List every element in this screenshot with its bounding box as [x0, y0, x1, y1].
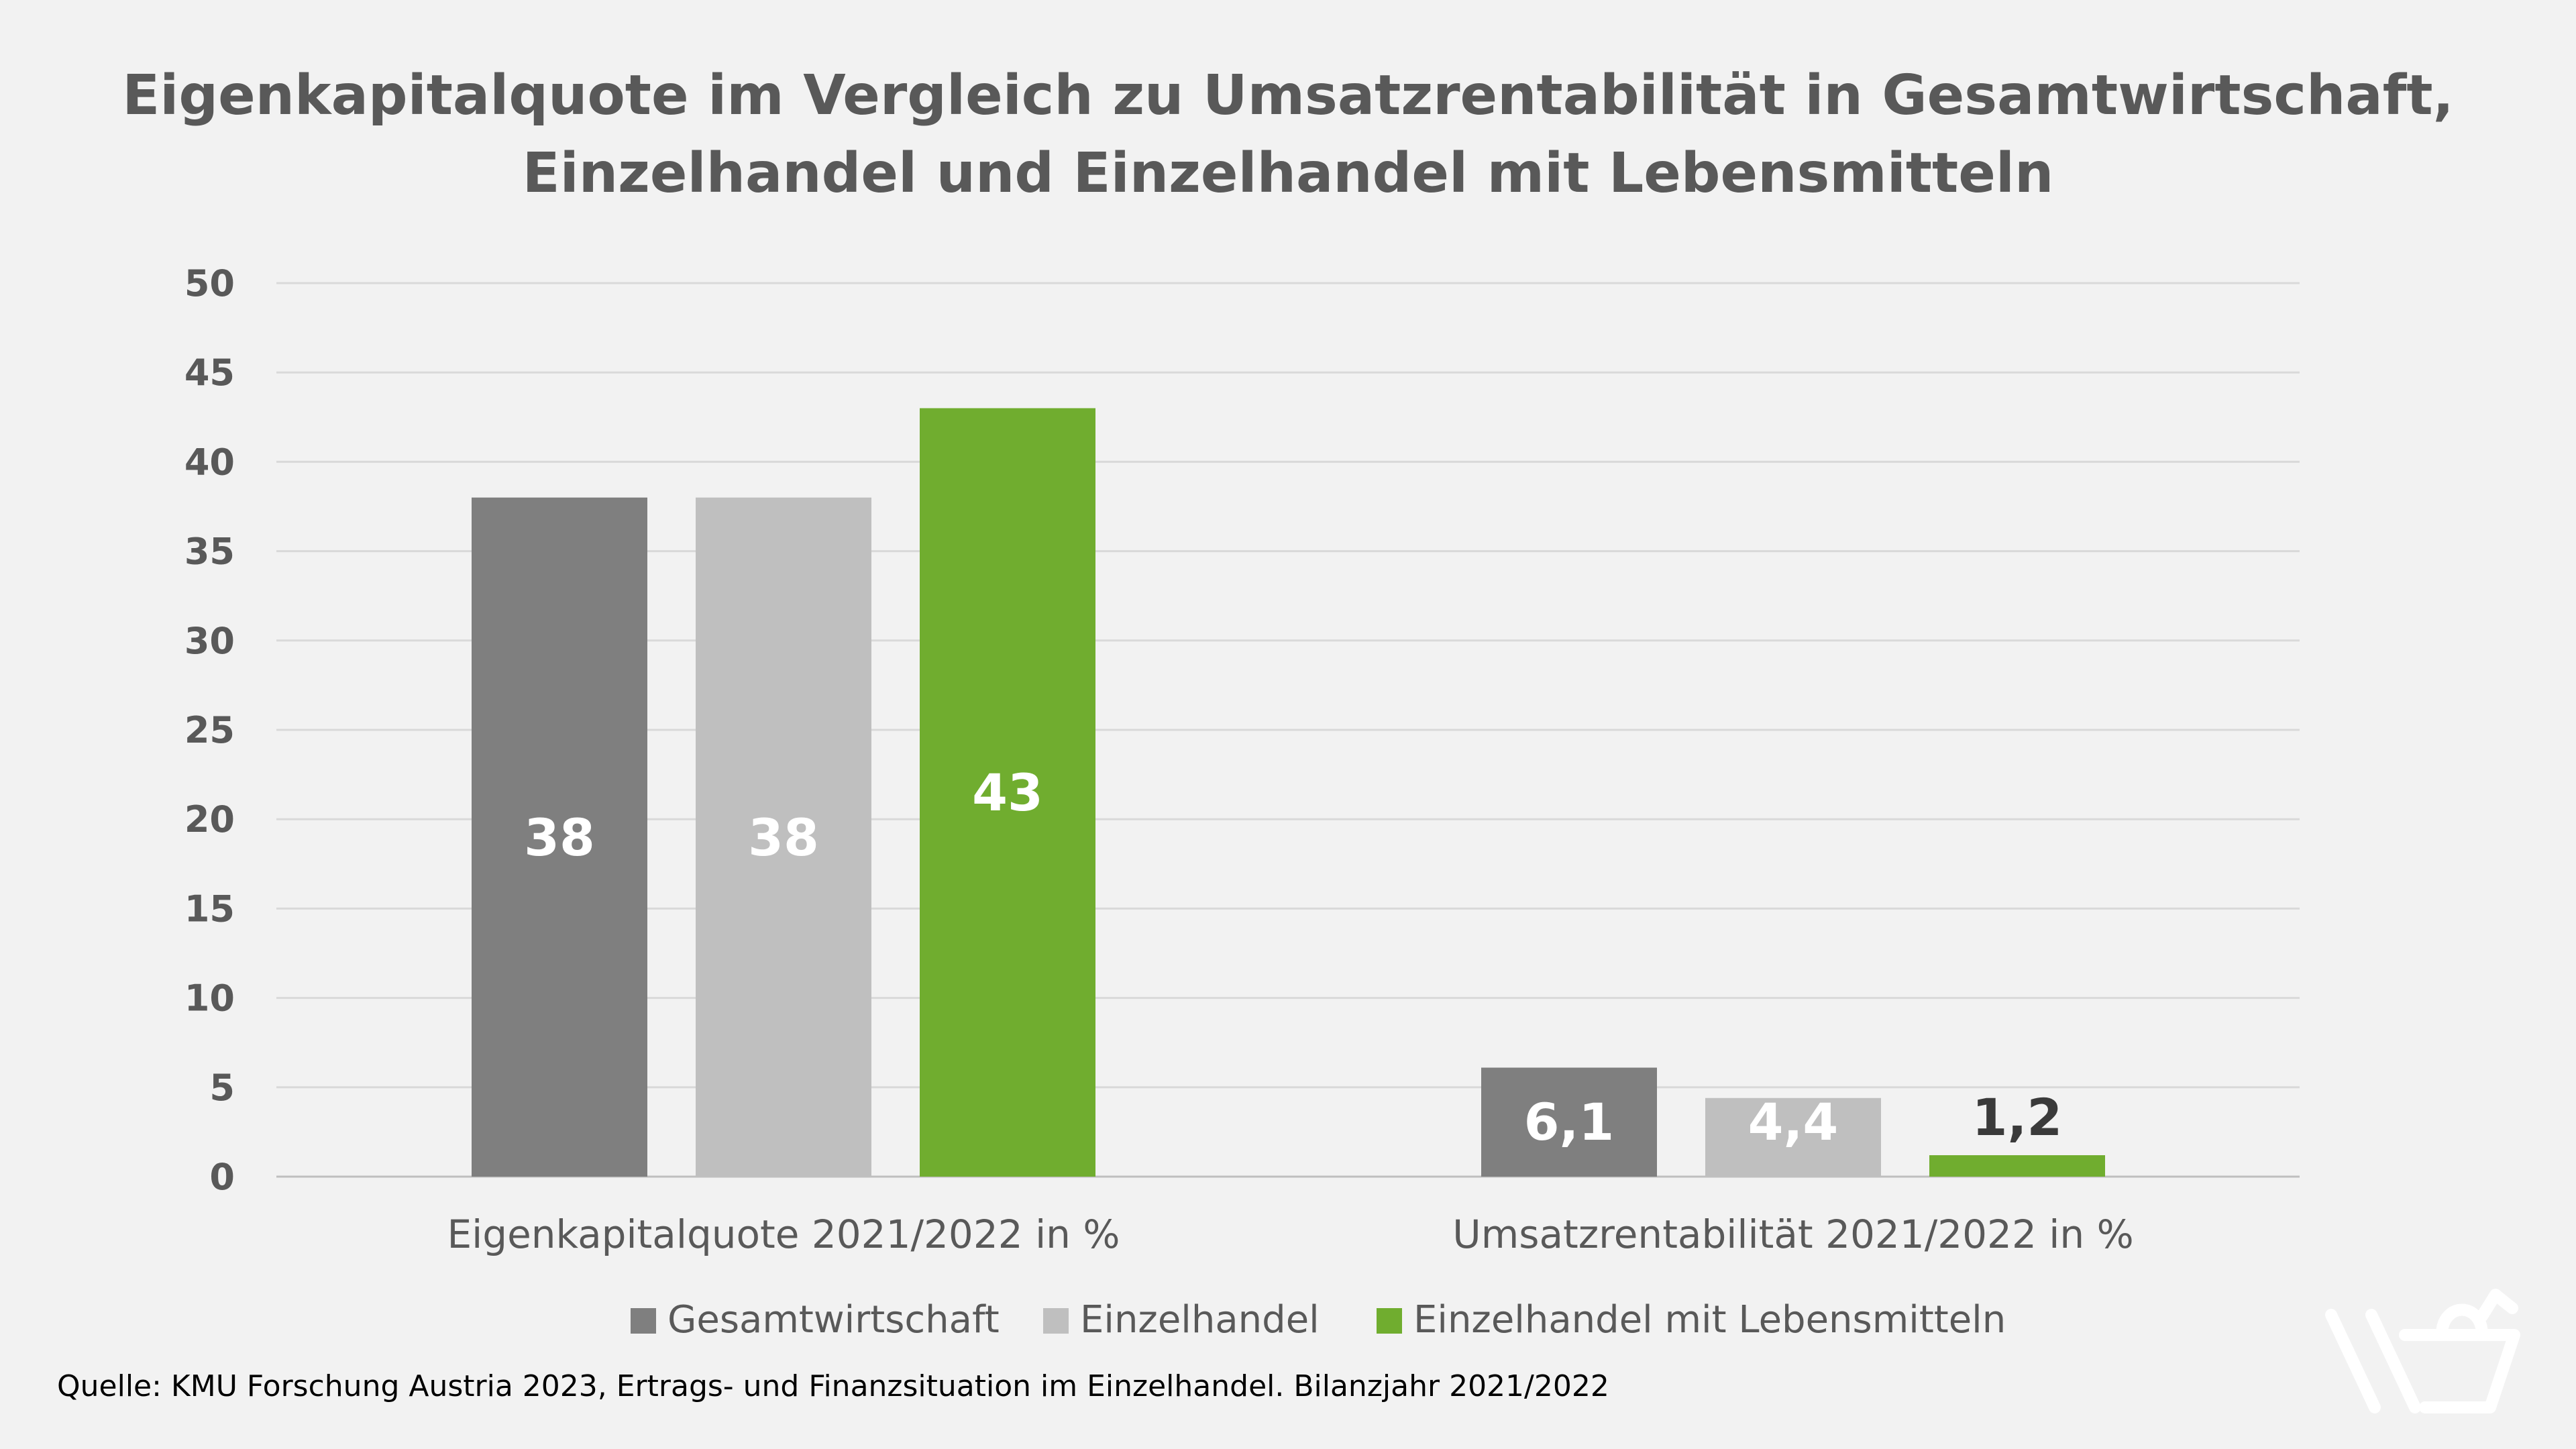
data-label: 6,1 [1524, 1092, 1615, 1152]
y-tick-label: 30 [184, 620, 235, 662]
legend-swatch [1043, 1308, 1069, 1334]
y-tick-label: 50 [184, 262, 235, 305]
bar-1-2 [1929, 1155, 2105, 1177]
y-tick-label: 5 [209, 1067, 235, 1109]
bar-0-1 [696, 497, 871, 1177]
data-labels: 38 6,1 38 4,4 43 1,2 [524, 763, 2062, 1152]
x-axis-categories: Eigenkapitalquote 2021/2022 in % Umsatzre… [447, 1212, 2134, 1257]
shopping-basket-logo-icon [2325, 1289, 2520, 1413]
y-tick-label: 10 [184, 977, 235, 1020]
bar-1-1 [1705, 1097, 1881, 1177]
data-label: 38 [524, 808, 595, 867]
y-axis-ticks: 0 5 10 15 20 25 30 35 40 45 50 [184, 262, 235, 1198]
legend-swatch [1377, 1308, 1402, 1334]
bars [472, 408, 2105, 1177]
bar-0-0 [472, 497, 647, 1177]
chart-title-line: Einzelhandel und Einzelhandel mit Lebens… [523, 142, 2054, 205]
y-tick-label: 40 [184, 441, 235, 483]
source-note: Quelle: KMU Forschung Austria 2023, Ertr… [57, 1369, 1609, 1403]
legend-label: Einzelhandel [1080, 1298, 1320, 1342]
data-label: 4,4 [1748, 1092, 1839, 1152]
data-label: 38 [748, 808, 819, 867]
legend-swatch [631, 1308, 656, 1334]
legend-label: Gesamtwirtschaft [667, 1298, 1000, 1342]
data-label: 1,2 [1972, 1087, 2063, 1147]
x-category-label: Umsatzrentabilität 2021/2022 in % [1452, 1212, 2133, 1257]
y-tick-label: 25 [184, 709, 235, 751]
legend: Gesamtwirtschaft Einzelhandel Einzelhandel… [631, 1298, 2006, 1342]
y-tick-label: 45 [184, 352, 235, 394]
chart-title-line: Eigenkapitalquote im Vergleich zu Umsatz… [122, 64, 2453, 127]
data-label: 43 [972, 763, 1043, 822]
x-category-label: Eigenkapitalquote 2021/2022 in % [447, 1212, 1120, 1257]
y-tick-label: 20 [184, 798, 235, 841]
legend-label: Einzelhandel mit Lebensmitteln [1413, 1298, 2006, 1342]
y-tick-label: 15 [184, 888, 235, 930]
y-tick-label: 0 [209, 1156, 235, 1198]
source-text: Quelle: KMU Forschung Austria 2023, Ertr… [57, 1369, 1609, 1403]
chart-title: Eigenkapitalquote im Vergleich zu Umsatz… [122, 64, 2453, 205]
bar-0-2 [920, 408, 1095, 1177]
y-tick-label: 35 [184, 531, 235, 573]
bar-1-0 [1481, 1067, 1657, 1177]
